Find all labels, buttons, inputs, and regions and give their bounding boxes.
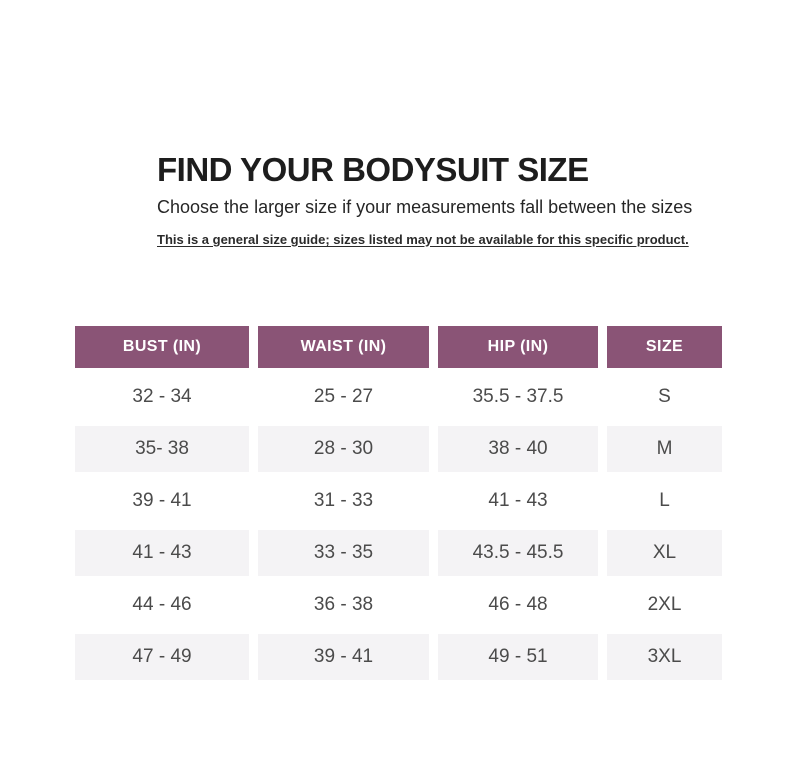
cell-waist: 39 - 41: [258, 634, 429, 680]
cell-size: L: [659, 490, 670, 511]
page-title: FIND YOUR BODYSUIT SIZE: [157, 151, 589, 188]
header-cell-waist: WAIST (IN): [258, 326, 429, 368]
cell-size: M: [607, 426, 722, 472]
cell-waist: 33 - 35: [258, 530, 429, 576]
cell-waist: 36 - 38: [313, 594, 374, 615]
header-cell-size: SIZE: [607, 326, 722, 368]
cell-waist: 31 - 33: [313, 490, 374, 511]
cell-bust: 32 - 34: [132, 386, 192, 407]
cell-hip: 41 - 43: [488, 490, 548, 511]
cell-size: S: [658, 386, 671, 407]
subtitle: Choose the larger size if your measureme…: [157, 196, 693, 217]
header-cell-bust: BUST (IN): [75, 326, 249, 368]
size-guide-note: This is a general size guide; sizes list…: [157, 231, 689, 247]
cell-bust: 41 - 43: [75, 530, 249, 576]
cell-size: XL: [607, 530, 722, 576]
cell-bust: 35- 38: [75, 426, 249, 472]
header-cell-hip: HIP (IN): [438, 326, 598, 368]
cell-bust: 39 - 41: [132, 490, 192, 511]
cell-bust: 47 - 49: [75, 634, 249, 680]
cell-hip: 43.5 - 45.5: [438, 530, 598, 576]
size-guide-heading: FIND YOUR BODYSUIT SIZE Choose the large…: [157, 151, 777, 247]
cell-hip: 49 - 51: [438, 634, 598, 680]
cell-hip: 38 - 40: [438, 426, 598, 472]
cell-hip: 35.5 - 37.5: [472, 386, 564, 407]
size-table: BUST (IN) WAIST (IN) HIP (IN) SIZE 32 - …: [75, 326, 722, 680]
cell-waist: 28 - 30: [258, 426, 429, 472]
cell-waist: 25 - 27: [313, 386, 374, 407]
cell-bust: 44 - 46: [132, 594, 192, 615]
cell-size: 3XL: [607, 634, 722, 680]
cell-size: 2XL: [647, 594, 682, 615]
cell-hip: 46 - 48: [488, 594, 548, 615]
